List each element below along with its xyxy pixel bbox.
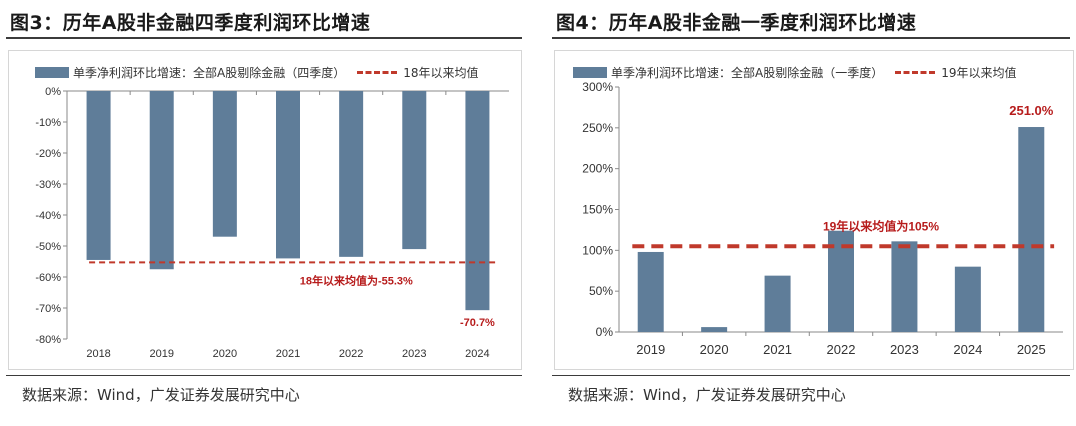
legend-line-label: 19年以来均值 <box>941 66 1017 80</box>
bar-2025 <box>1018 127 1045 333</box>
bar-2020 <box>212 91 237 237</box>
bar-2021 <box>276 91 300 259</box>
average-label: 18年以来均值为-55.3% <box>300 273 413 287</box>
title-divider <box>6 37 522 39</box>
bar-2021 <box>764 275 791 332</box>
y-tick-label: -20% <box>35 148 61 160</box>
legend-average-dash <box>357 71 398 74</box>
legend-line-label: 18年以来均值 <box>403 66 479 80</box>
x-tick-label: 2021 <box>276 348 300 360</box>
chart-panel-q1: 图4：历年A股非金融一季度利润环比增速 单季净利润环比增速：全部A股剔除金融（一… <box>546 0 1076 426</box>
x-tick-label: 2020 <box>700 342 729 357</box>
source-divider <box>6 375 522 376</box>
y-tick-label: 0% <box>596 325 614 339</box>
y-tick-label: -70% <box>35 303 61 315</box>
average-label: 19年以来均值为105% <box>823 218 939 233</box>
y-tick-label: 200% <box>582 162 613 176</box>
y-tick-label: 150% <box>582 203 613 217</box>
x-tick-label: 2023 <box>402 348 426 360</box>
source-note: 数据来源：Wind，广发证券发展研究中心 <box>568 386 846 404</box>
x-tick-label: 2023 <box>890 342 919 357</box>
x-tick-label: 2025 <box>1017 342 1046 357</box>
bar-2023 <box>402 91 427 250</box>
x-tick-label: 2019 <box>149 348 173 360</box>
y-tick-label: -40% <box>35 210 61 222</box>
chart-panel-q4: 图3：历年A股非金融四季度利润环比增速 单季净利润环比增速：全部A股剔除金融（四… <box>0 0 528 426</box>
x-tick-label: 2022 <box>827 342 856 357</box>
bar-2018 <box>86 91 111 260</box>
legend-average-dash <box>895 71 936 74</box>
bar-2019 <box>637 251 664 332</box>
bar-2019 <box>149 91 174 270</box>
y-tick-label: -80% <box>35 334 61 346</box>
legend-bar-label: 单季净利润环比增速：全部A股剔除金融（四季度） <box>73 66 346 80</box>
bar-2022 <box>339 91 364 257</box>
data-label: -70.7% <box>460 317 495 329</box>
data-label: 251.0% <box>1009 103 1054 118</box>
y-tick-label: 250% <box>582 121 613 135</box>
chart-title: 图3：历年A股非金融四季度利润环比增速 <box>10 12 371 34</box>
y-tick-label: 300% <box>582 80 613 94</box>
chart-frame: 单季净利润环比增速：全部A股剔除金融（四季度） 18年以来均值 0% -10% -2… <box>8 50 522 370</box>
bar-2024 <box>465 91 490 311</box>
x-tick-label: 2022 <box>339 348 363 360</box>
x-tick-label: 2024 <box>465 348 489 360</box>
bar-chart-q1: 300% 250% 200% 150% 100% 50% 0% 2019 2020 2021 202… <box>582 80 1063 357</box>
source-divider <box>552 375 1070 376</box>
y-tick-label: 0% <box>45 86 61 98</box>
x-tick-label: 2021 <box>763 342 792 357</box>
y-tick-label: -60% <box>35 272 61 284</box>
chart-title: 图4：历年A股非金融一季度利润环比增速 <box>556 12 917 34</box>
bar-2023 <box>891 241 918 332</box>
title-divider <box>552 37 1070 39</box>
x-tick-label: 2024 <box>953 342 982 357</box>
y-tick-label: 100% <box>582 243 613 257</box>
legend-bar-label: 单季净利润环比增速：全部A股剔除金融（一季度） <box>611 66 884 80</box>
chart-frame: 单季净利润环比增速：全部A股剔除金融（一季度） 19年以来均值 300% 250%… <box>554 50 1074 370</box>
bar-2024 <box>954 266 981 332</box>
y-tick-label: -10% <box>35 117 61 129</box>
legend-bar-swatch <box>35 67 69 78</box>
y-tick-label: -50% <box>35 241 61 253</box>
legend-bar-swatch <box>573 67 607 78</box>
bar-chart-q4: 0% -10% -20% -30% -40% -50% -60% -70% -80% 2018 20… <box>35 86 509 360</box>
x-tick-label: 2018 <box>86 348 110 360</box>
chart-legend: 单季净利润环比增速：全部A股剔除金融（四季度） 18年以来均值 <box>35 64 479 81</box>
x-tick-label: 2019 <box>636 342 665 357</box>
bar-2020 <box>701 327 728 332</box>
y-tick-label: 50% <box>589 284 613 298</box>
x-tick-label: 2020 <box>213 348 237 360</box>
chart-legend: 单季净利润环比增速：全部A股剔除金融（一季度） 19年以来均值 <box>573 64 1017 81</box>
source-note: 数据来源：Wind，广发证券发展研究中心 <box>22 386 300 404</box>
y-tick-label: -30% <box>35 179 61 191</box>
